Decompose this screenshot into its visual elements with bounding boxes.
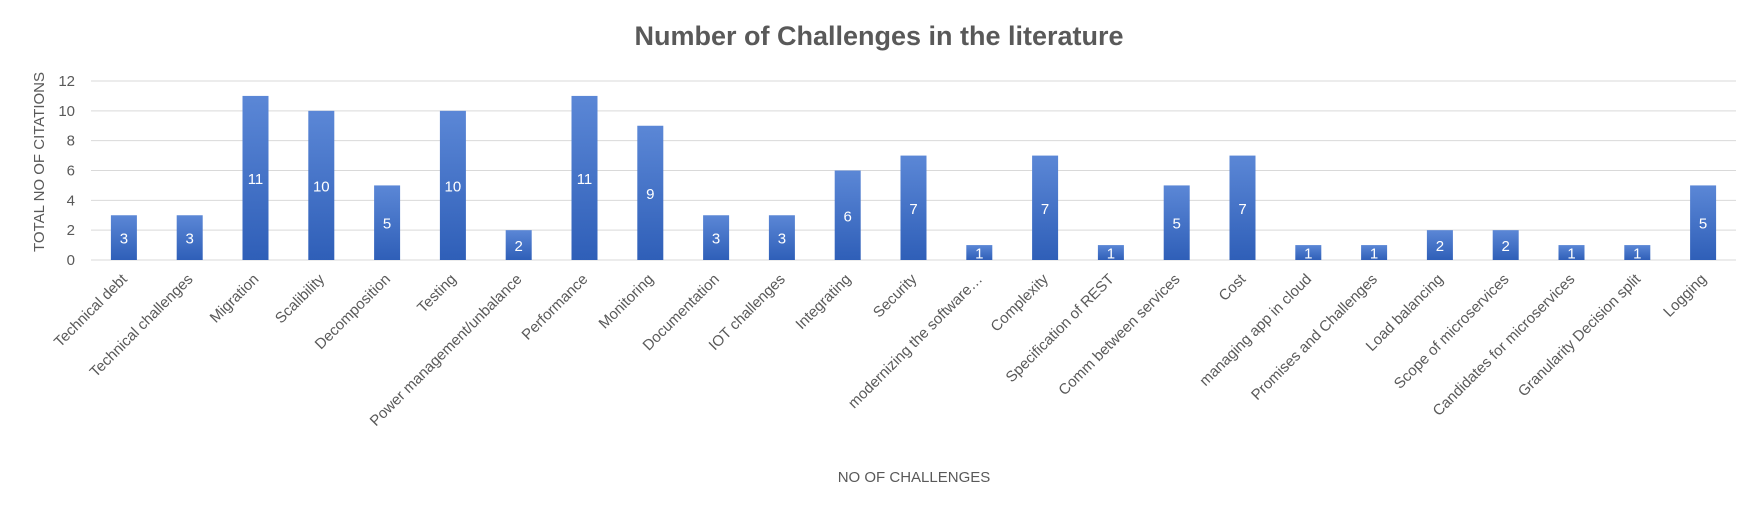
bar xyxy=(505,230,532,260)
data-label: 7 xyxy=(909,201,917,218)
data-label: 1 xyxy=(1633,246,1641,263)
data-label: 2 xyxy=(515,238,523,255)
data-label: 5 xyxy=(383,216,391,233)
bar xyxy=(1492,230,1519,260)
x-category-label: Performance xyxy=(519,271,592,344)
bar xyxy=(176,215,203,260)
data-label: 3 xyxy=(186,231,194,248)
x-category-label: Candidates for microservices xyxy=(1430,271,1579,420)
y-axis-ticks: 0 2 4 6 8 10 12 xyxy=(58,73,75,269)
bar xyxy=(308,110,335,260)
bar xyxy=(768,215,795,260)
data-label: 5 xyxy=(1173,216,1181,233)
data-label: 9 xyxy=(646,186,654,203)
x-category-label: Security xyxy=(870,270,921,321)
x-category-label: Cost xyxy=(1215,270,1249,304)
bar xyxy=(242,95,269,261)
y-tick-label: 12 xyxy=(58,73,75,90)
data-label: 1 xyxy=(1567,246,1575,263)
bar xyxy=(1229,155,1256,260)
bar xyxy=(1097,245,1124,260)
bar xyxy=(374,185,401,260)
data-label: 1 xyxy=(1107,246,1115,263)
y-tick-label: 4 xyxy=(67,192,75,209)
data-label: 11 xyxy=(248,171,264,188)
x-axis-title: NO OF CHALLENGES xyxy=(838,469,991,486)
bars xyxy=(110,95,1717,261)
data-label: 10 xyxy=(313,178,330,195)
x-category-label: Promises and Challenges xyxy=(1248,271,1381,404)
bar xyxy=(1426,230,1453,260)
data-label: 2 xyxy=(1436,238,1444,255)
bar xyxy=(637,125,664,260)
data-label: 3 xyxy=(712,231,720,248)
data-label: 10 xyxy=(445,178,462,195)
y-tick-label: 10 xyxy=(58,103,75,120)
x-category-label: managing app in cloud xyxy=(1196,271,1315,390)
bar xyxy=(900,155,927,260)
bar xyxy=(439,110,466,260)
data-label: 7 xyxy=(1041,201,1049,218)
x-category-label: Testing xyxy=(414,271,460,317)
x-category-label: Scope of microservices xyxy=(1391,271,1513,393)
data-label: 3 xyxy=(778,231,786,248)
bar xyxy=(1163,185,1190,260)
bar xyxy=(1624,245,1651,260)
data-label: 1 xyxy=(1304,246,1312,263)
y-tick-label: 0 xyxy=(67,252,75,269)
data-label: 11 xyxy=(577,171,593,188)
bar xyxy=(110,215,137,260)
data-label: 2 xyxy=(1502,238,1510,255)
x-category-label: Specification of REST xyxy=(1003,271,1118,386)
y-axis-title: TOTAL NO OF CITATIONS xyxy=(31,72,48,252)
x-category-label: Logging xyxy=(1660,271,1710,321)
y-tick-label: 8 xyxy=(67,133,75,150)
bar xyxy=(966,245,993,260)
data-label: 3 xyxy=(120,231,128,248)
bar xyxy=(1558,245,1585,260)
bar xyxy=(703,215,730,260)
bar xyxy=(1361,245,1388,260)
data-label: 7 xyxy=(1238,201,1246,218)
x-category-label: modernizing the software… xyxy=(845,271,986,412)
bar xyxy=(1295,245,1322,260)
x-category-label: Scalibility xyxy=(272,270,329,327)
x-category-label: Migration xyxy=(207,271,263,327)
bar xyxy=(1690,185,1717,260)
x-category-label: Comm between services xyxy=(1055,271,1183,399)
data-label: 1 xyxy=(1370,246,1378,263)
bar xyxy=(571,95,598,261)
x-category-label: Complexity xyxy=(987,270,1052,335)
x-category-label: Integrating xyxy=(792,271,854,333)
data-label: 1 xyxy=(975,246,983,263)
data-label: 5 xyxy=(1699,216,1707,233)
x-category-label: Granularity Decision split xyxy=(1515,270,1645,400)
y-tick-label: 2 xyxy=(67,222,75,239)
bar xyxy=(1032,155,1059,260)
data-label: 6 xyxy=(844,208,852,225)
bar xyxy=(834,170,861,260)
x-category-label: Monitoring xyxy=(596,271,658,333)
chart-title: Number of Challenges in the literature xyxy=(634,21,1123,51)
y-tick-label: 6 xyxy=(67,163,75,180)
